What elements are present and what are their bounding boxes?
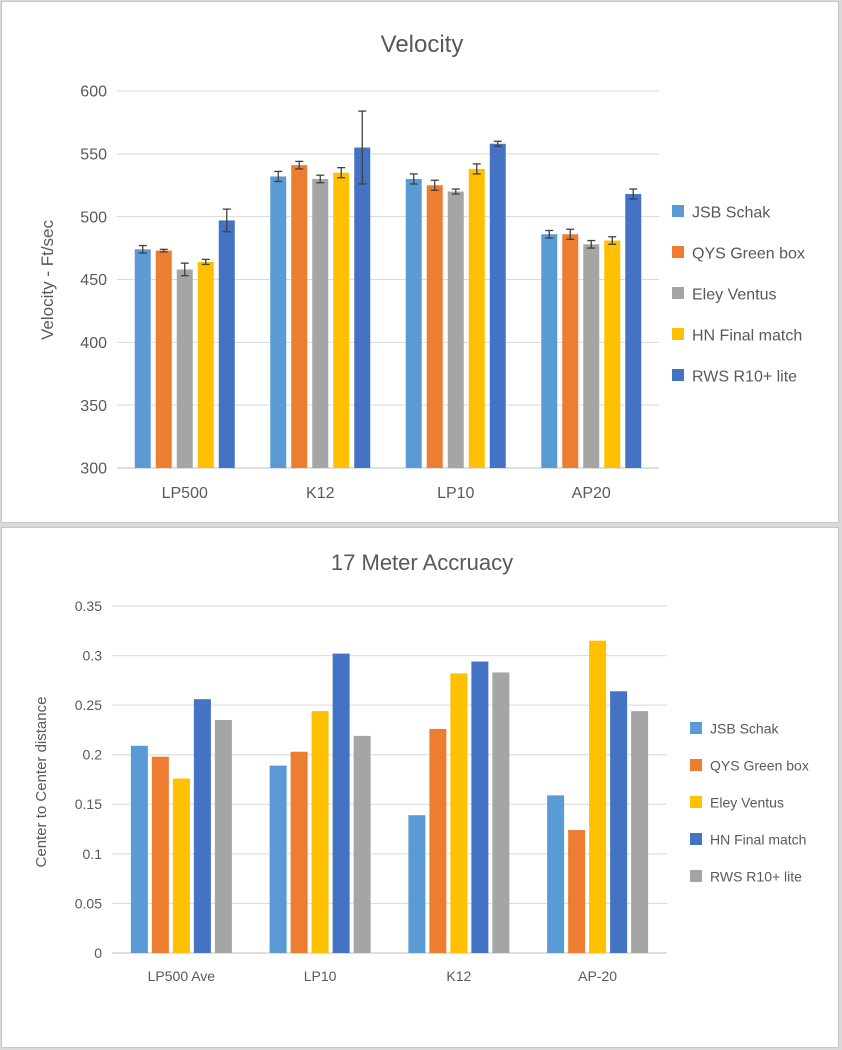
bar: [214, 720, 232, 953]
bar: [333, 172, 350, 468]
bar: [604, 240, 621, 468]
y-tick-label: 0: [94, 945, 102, 961]
bar: [151, 756, 169, 953]
bar: [270, 176, 287, 468]
bar: [332, 653, 350, 953]
category-label: AP-20: [578, 968, 617, 984]
y-tick-label: 300: [80, 461, 107, 478]
legend-label: RWS R10+ lite: [692, 368, 797, 385]
bar: [468, 168, 485, 468]
bar: [447, 191, 464, 469]
y-tick-label: 0.25: [75, 697, 102, 713]
legend-label: RWS R10+ lite: [710, 869, 802, 885]
bar: [130, 745, 148, 953]
category-label: K12: [306, 485, 335, 502]
bar: [172, 778, 190, 953]
chart-title: 17 Meter Accruacy: [331, 550, 513, 575]
bar: [489, 143, 506, 468]
legend-swatch: [672, 205, 684, 217]
bar: [218, 220, 235, 468]
y-tick-label: 350: [80, 398, 107, 415]
legend-swatch: [672, 287, 684, 299]
legend-label: HN Final match: [710, 832, 806, 848]
legend-label: Eley Ventus: [692, 286, 777, 303]
y-tick-label: 550: [80, 146, 107, 163]
legend-swatch: [690, 870, 702, 882]
legend-swatch: [672, 369, 684, 381]
bar: [568, 830, 586, 953]
y-tick-label: 0.05: [75, 895, 102, 911]
chart-title: Velocity: [381, 31, 464, 58]
bar: [353, 735, 371, 953]
y-tick-label: 0.2: [83, 747, 103, 763]
bar: [354, 147, 371, 469]
bar: [450, 673, 468, 953]
bar: [312, 178, 329, 468]
legend-label: Eley Ventus: [710, 795, 784, 811]
bar: [625, 194, 642, 468]
y-tick-label: 0.15: [75, 796, 102, 812]
y-axis-label: Velocity - Ft/sec: [38, 220, 57, 340]
legend-swatch: [690, 833, 702, 845]
legend-swatch: [672, 246, 684, 258]
bar: [155, 250, 172, 468]
accuracy-chart-panel: 17 Meter Accruacy Center to Center dista…: [1, 527, 839, 1048]
bar: [610, 691, 628, 953]
legend-label: JSB Schak: [692, 204, 771, 221]
legend-swatch: [672, 328, 684, 340]
bar: [290, 751, 308, 953]
velocity-chart-panel: Velocity Velocity - Ft/sec 300 350 400 450 5…: [1, 1, 839, 523]
legend-swatch: [690, 759, 702, 771]
bar: [311, 711, 329, 953]
legend-label: HN Final match: [692, 327, 802, 344]
legend-label: JSB Schak: [710, 721, 779, 737]
y-tick-label: 0.3: [83, 647, 103, 663]
bar: [176, 269, 193, 468]
bar: [583, 244, 600, 468]
legend-swatch: [690, 796, 702, 808]
bar: [429, 728, 447, 953]
y-tick-label: 400: [80, 335, 107, 352]
y-tick-label: 0.1: [83, 846, 103, 862]
y-axis-label: Center to Center distance: [33, 697, 50, 868]
y-tick-label: 450: [80, 272, 107, 289]
bar: [562, 234, 579, 468]
bar: [134, 249, 151, 468]
bar: [269, 765, 287, 953]
bar: [193, 699, 211, 953]
bar: [547, 795, 565, 953]
category-label: LP500: [162, 485, 208, 502]
bar: [492, 672, 510, 953]
category-label: LP10: [437, 485, 474, 502]
legend-swatch: [690, 722, 702, 734]
bar: [541, 234, 558, 468]
y-tick-label: 600: [80, 84, 107, 101]
legend-label: QYS Green box: [692, 245, 805, 262]
bar: [408, 815, 426, 953]
bar: [631, 711, 649, 953]
velocity-chart: Velocity Velocity - Ft/sec 300 350 400 450 5…: [38, 31, 805, 502]
bar: [589, 640, 607, 953]
bar: [426, 185, 443, 468]
y-tick-label: 0.35: [75, 598, 102, 614]
category-label: K12: [446, 968, 471, 984]
bar: [405, 178, 422, 468]
bar: [471, 661, 489, 953]
category-label: AP20: [572, 485, 611, 502]
category-label: LP10: [304, 968, 337, 984]
y-tick-label: 500: [80, 209, 107, 226]
legend-label: QYS Green box: [710, 758, 809, 774]
bar: [291, 165, 308, 469]
category-label: LP500 Ave: [148, 968, 216, 984]
accuracy-chart: 17 Meter Accruacy Center to Center dista…: [33, 550, 809, 984]
bar: [197, 261, 214, 468]
